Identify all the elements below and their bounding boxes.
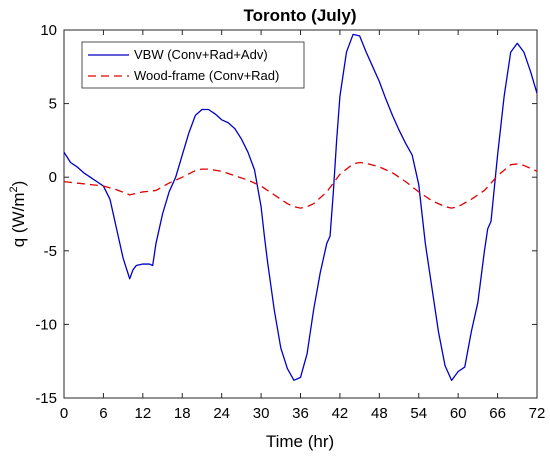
legend: VBW (Conv+Rad+Adv) Wood-frame (Conv+Rad) <box>81 41 305 89</box>
x-tick-label: 30 <box>253 405 270 422</box>
series-line-wood-frame <box>64 161 537 209</box>
legend-label-wood-frame: Wood-frame (Conv+Rad) <box>134 68 279 83</box>
y-tick-label: -15 <box>35 390 57 407</box>
legend-label-vbw: VBW (Conv+Rad+Adv) <box>134 47 268 62</box>
x-tick-label: 6 <box>99 405 107 422</box>
y-tick-label: 5 <box>49 96 57 113</box>
y-axis-label-main: q (W/m <box>9 193 28 248</box>
y-tick-label: -5 <box>44 243 57 260</box>
series-layer <box>64 33 537 381</box>
x-tick-label: 72 <box>529 405 546 422</box>
y-axis-label-superscript: 2 <box>8 186 20 192</box>
chart-title: Toronto (July) <box>244 6 357 25</box>
x-tick-label: 0 <box>60 405 68 422</box>
x-tick-label: 12 <box>134 405 151 422</box>
x-axis-label: Time (hr) <box>266 432 334 451</box>
y-axis-ticks: -15 -10 -5 0 5 10 <box>35 22 537 407</box>
x-tick-label: 66 <box>489 405 506 422</box>
y-tick-label: 10 <box>40 22 57 39</box>
x-tick-label: 54 <box>410 405 427 422</box>
x-tick-label: 48 <box>371 405 388 422</box>
x-tick-label: 36 <box>292 405 309 422</box>
x-tick-label: 42 <box>332 405 349 422</box>
y-tick-label: 0 <box>49 169 57 186</box>
y-axis-label-tail: ) <box>9 181 28 187</box>
y-axis-label: q (W/m2) <box>8 181 28 248</box>
x-tick-label: 60 <box>450 405 467 422</box>
x-axis-ticks: 0 6 12 18 24 30 36 42 48 54 60 66 72 <box>60 30 546 422</box>
x-tick-label: 18 <box>174 405 191 422</box>
x-tick-label: 24 <box>213 405 230 422</box>
legend-box <box>81 41 305 89</box>
series-line-vbw <box>64 33 537 381</box>
y-tick-label: -10 <box>35 316 57 333</box>
